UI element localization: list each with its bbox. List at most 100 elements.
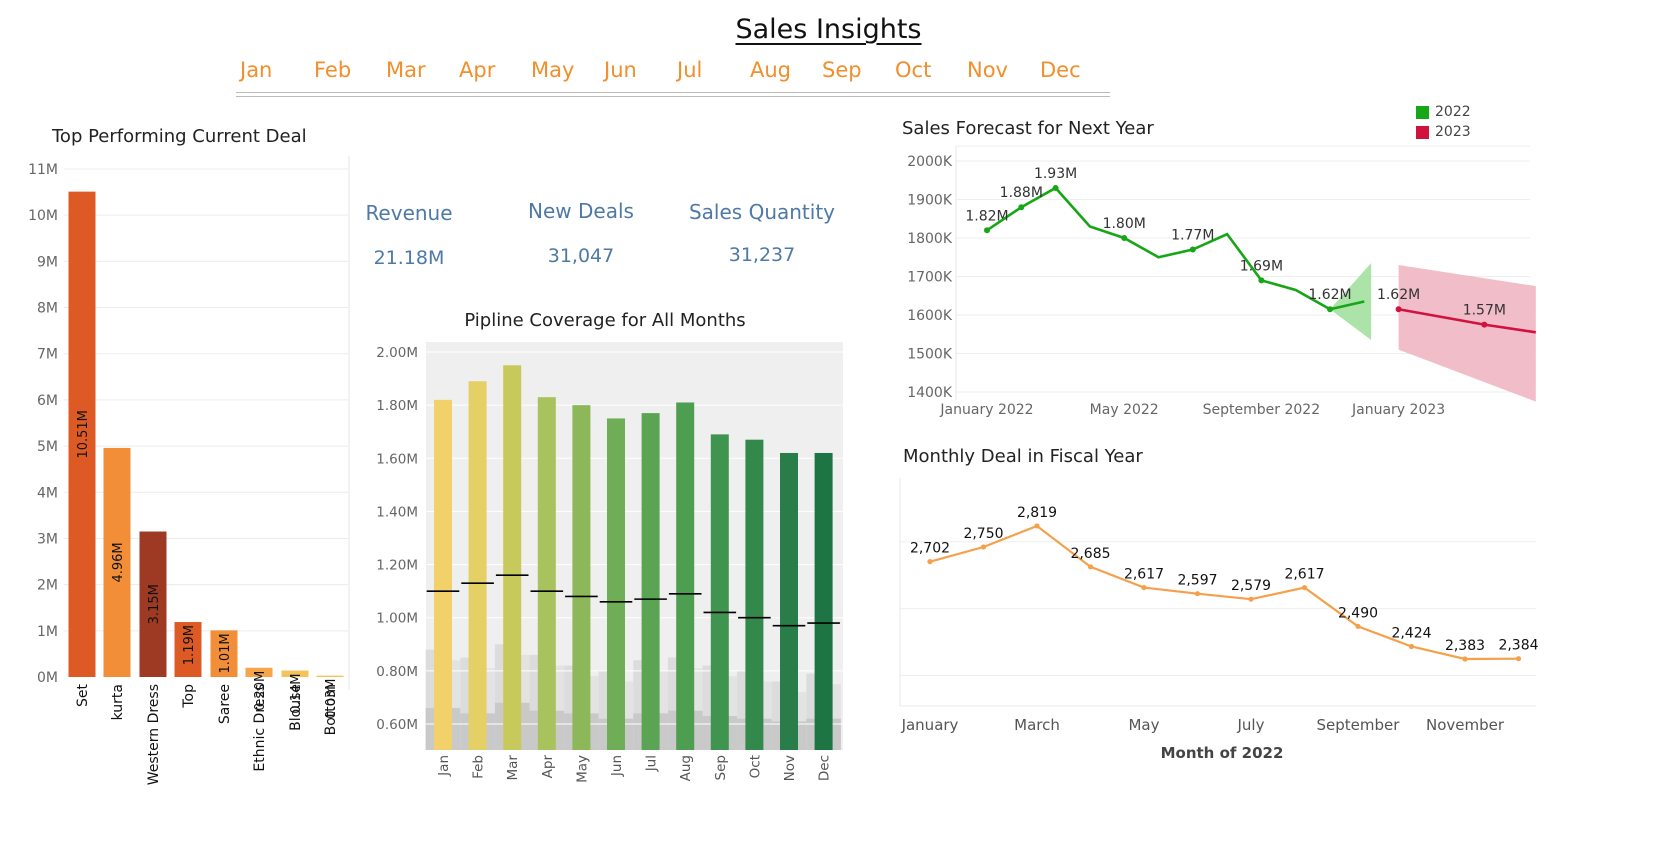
x-tick-label: September <box>1317 716 1401 734</box>
bar <box>572 405 591 750</box>
x-tick-label: Oct <box>747 755 763 778</box>
legend-label: 2022 <box>1435 104 1471 120</box>
kpi-new-deals-label: New Deals <box>528 199 634 223</box>
x-tick-label: Aug <box>678 755 694 781</box>
y-tick-label: 5M <box>37 439 58 455</box>
forecast-band-2022 <box>1330 263 1372 341</box>
point-label: 2,750 <box>963 526 1003 542</box>
x-tick-label: Set <box>75 684 91 708</box>
data-point <box>1189 246 1196 253</box>
month-filter-divider <box>236 92 1110 93</box>
y-tick-label: 1400K <box>907 385 953 401</box>
y-tick-label: 4M <box>37 485 58 501</box>
point-label: 2,819 <box>1017 505 1057 521</box>
y-tick-label: 7M <box>37 347 58 363</box>
data-point <box>1034 523 1040 529</box>
data-point <box>1141 584 1147 591</box>
data-point <box>1018 204 1025 211</box>
data-point <box>1087 564 1094 570</box>
point-label: 2,490 <box>1338 605 1378 621</box>
legend-item-2022: 2022 <box>1416 102 1471 122</box>
y-tick-label: 0.60M <box>376 717 418 733</box>
kpi-sales-quantity-label: Sales Quantity <box>688 200 835 224</box>
legend-swatch <box>1416 105 1429 119</box>
month-filter-oct[interactable]: Oct <box>895 58 932 82</box>
bar-value-label: 1.01M <box>218 633 233 673</box>
month-filter-bar: Jan Feb Mar Apr May Jun Jul Aug Sep Oct Nov Dec <box>236 58 1110 88</box>
bar-value-label: 4.96M <box>111 542 126 582</box>
data-point <box>1408 643 1415 650</box>
month-filter-jun[interactable]: Jun <box>604 58 637 82</box>
forecast-band-2023 <box>1398 264 1536 402</box>
month-filter-apr[interactable]: Apr <box>459 58 496 82</box>
x-tick-label: Western Dress <box>146 684 162 785</box>
y-tick-label: 1.80M <box>376 398 418 414</box>
x-tick-label: Jan <box>436 755 452 777</box>
data-point <box>1355 623 1361 629</box>
pipeline-chart: 0.60M 0.80M 1.00M 1.20M 1.40M 1.60M 1.80M 2.00M… <box>376 342 843 783</box>
bar <box>745 439 764 750</box>
x-axis-label: Month of 2022 <box>1161 744 1284 762</box>
month-filter-dec[interactable]: Dec <box>1040 58 1081 82</box>
series-line <box>929 524 1519 661</box>
bar <box>103 447 131 677</box>
bar <box>814 452 833 750</box>
month-filter-jul[interactable]: Jul <box>677 58 703 82</box>
month-filter-may[interactable]: May <box>531 58 575 82</box>
point-label: 2,702 <box>910 541 950 557</box>
pipeline-title: Pipline Coverage for All Months <box>464 310 746 331</box>
bar <box>210 630 238 677</box>
month-filter-feb[interactable]: Feb <box>314 58 352 82</box>
data-point <box>1395 306 1402 313</box>
bar <box>676 402 695 750</box>
bar <box>245 667 273 677</box>
month-filter-nov[interactable]: Nov <box>967 58 1008 82</box>
bar <box>316 675 344 677</box>
y-tick-label: 0.80M <box>376 664 418 680</box>
point-label: 1.69M <box>1240 258 1283 274</box>
point-label: 1.57M <box>1463 303 1506 319</box>
y-tick-label: 1500K <box>907 347 953 363</box>
legend-label: 2023 <box>1435 124 1471 140</box>
x-tick-label: September 2022 <box>1203 402 1320 418</box>
y-tick-label: 3M <box>37 531 58 547</box>
bar-value-label: 0.03M <box>324 679 339 719</box>
x-tick-label: Top <box>181 684 197 709</box>
x-tick-label: January 2022 <box>939 402 1033 418</box>
y-tick-label: 1700K <box>907 270 953 286</box>
kpi-new-deals-value: 31,047 <box>547 245 615 267</box>
x-tick-label: January 2023 <box>1351 402 1445 418</box>
forecast-chart: 1400K 1500K 1600K 1700K 1800K 1900K 2000K Janua… <box>907 145 1536 418</box>
kpi-revenue-value: 21.18M <box>373 247 445 269</box>
point-label: 1.93M <box>1034 166 1077 182</box>
monthly-deal-chart: 2,702 2,750 2,819 2,685 2,617 2,597 2,579 2,617… <box>899 478 1539 762</box>
point-label: 2,597 <box>1177 573 1217 589</box>
y-tick-label: 1800K <box>907 231 953 247</box>
bar-value-label: 1.19M <box>182 625 197 665</box>
bar <box>434 399 452 750</box>
y-tick-label: 2000K <box>907 154 953 170</box>
data-point <box>1462 656 1468 662</box>
legend-item-2023: 2023 <box>1416 122 1471 142</box>
y-tick-label: 6M <box>37 393 58 409</box>
bar-value-label: 0.14M <box>289 674 304 714</box>
point-label: 2,617 <box>1124 567 1164 583</box>
data-point <box>1194 591 1201 597</box>
x-tick-label: November <box>1426 716 1505 734</box>
point-label: 2,384 <box>1498 638 1538 654</box>
bar-value-label: 0.20M <box>253 671 268 711</box>
month-filter-divider-2 <box>236 96 1110 97</box>
month-filter-aug[interactable]: Aug <box>750 58 792 82</box>
x-tick-label: Jul <box>644 755 660 772</box>
bar <box>607 418 625 750</box>
month-filter-sep[interactable]: Sep <box>822 58 862 82</box>
x-tick-label: Saree <box>217 684 233 724</box>
month-filter-jan[interactable]: Jan <box>240 58 273 82</box>
x-tick-label: May <box>1128 716 1159 734</box>
y-tick-label: 11M <box>28 162 58 178</box>
data-point <box>1258 277 1265 284</box>
month-filter-mar[interactable]: Mar <box>386 58 426 82</box>
kpi-revenue-label: Revenue <box>365 201 453 225</box>
x-tick-label: May <box>574 755 590 783</box>
point-label: 2,685 <box>1070 546 1110 562</box>
